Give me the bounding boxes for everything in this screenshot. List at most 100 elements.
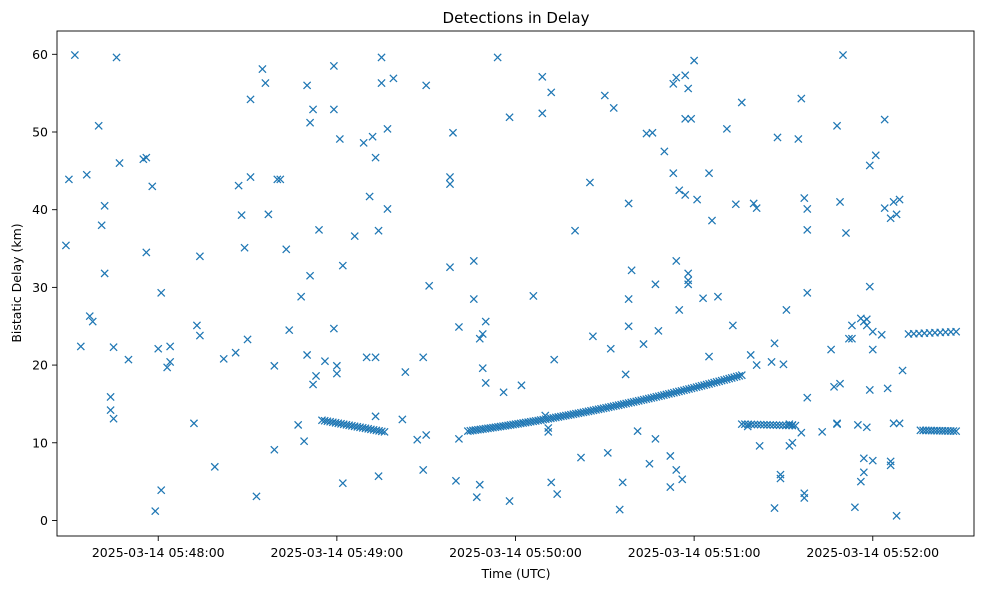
data-point [61,241,70,250]
data-point [637,396,646,405]
data-point [547,478,556,487]
data-point [615,505,624,514]
data-point [148,182,157,191]
data-point [618,478,627,487]
data-point [106,392,115,401]
data-point [192,321,201,330]
data-point [454,322,463,332]
data-point [681,114,690,123]
data-point [702,380,711,389]
data-point [142,248,151,257]
data-point [320,357,329,366]
data-point [115,159,124,168]
data-point [659,391,668,400]
data-point [445,263,455,272]
data-point [621,370,630,379]
data-point [237,211,246,220]
data-point [419,465,428,475]
data-point [383,204,392,213]
data-point [737,371,746,380]
data-point [374,472,383,481]
data-point [892,210,901,219]
data-point [445,173,455,182]
data-point [707,216,717,225]
data-point [740,420,749,429]
data-point [493,53,502,62]
data-point [371,412,380,421]
data-point [282,245,291,254]
data-point [329,324,338,333]
data-point [675,186,684,195]
data-point [868,327,877,336]
data-point [538,109,547,118]
data-point [791,421,800,430]
data-point [270,445,279,454]
data-point [735,371,744,380]
data-point [762,420,772,429]
data-point [689,383,699,392]
data-point [856,477,865,486]
data-point [862,321,871,330]
data-point [713,292,722,301]
y-tick-label: 10 [32,435,48,450]
data-point [803,393,812,402]
data-point [797,94,806,103]
data-point [94,121,103,130]
data-point [753,420,762,429]
data-point [672,256,681,266]
data-point [632,397,641,406]
data-point [684,384,694,394]
data-point [770,339,779,348]
data-point [454,434,463,443]
data-point [303,350,312,360]
data-point [715,377,724,386]
data-point [657,391,666,400]
data-point [329,105,338,114]
data-point [666,483,675,492]
x-axis-ticks: 2025-03-14 05:48:00 2025-03-14 05:49:00 20… [92,536,939,560]
data-point [112,53,121,62]
data-point [794,134,803,144]
data-point [451,476,460,485]
data-point [475,480,484,489]
data-point [677,386,686,395]
data-point [240,243,249,252]
data-point [684,276,693,285]
y-tick-label: 40 [32,202,48,217]
data-point [285,326,294,335]
data-point [712,377,721,386]
data-point [362,353,371,362]
x-tick-label: 2025-03-14 05:49:00 [270,545,403,560]
data-point [690,56,699,65]
data-point [838,51,848,60]
data-point [731,200,740,209]
data-point [273,175,282,184]
data-point [499,388,508,397]
data-point [707,379,716,388]
data-point [380,427,389,436]
data-point [669,169,678,178]
data-point [868,345,877,354]
data-point [782,305,791,314]
data-point [338,479,347,488]
x-axis-label: Time (UTC) [480,566,550,581]
data-point [660,147,669,156]
data-point [847,334,856,343]
data-point [85,312,94,321]
data-point [772,421,781,430]
data-point [700,381,709,390]
data-point [859,454,868,463]
data-point [654,326,663,335]
data-point [853,420,862,429]
data-point [332,369,341,378]
data-point [803,225,812,234]
data-point [862,423,871,432]
data-point [401,368,410,377]
data-point [769,420,778,430]
data-point [157,486,166,495]
data-point [634,396,643,405]
data-point [833,420,842,429]
y-tick-label: 30 [32,280,48,295]
data-point [422,81,431,90]
data-point [644,394,653,403]
